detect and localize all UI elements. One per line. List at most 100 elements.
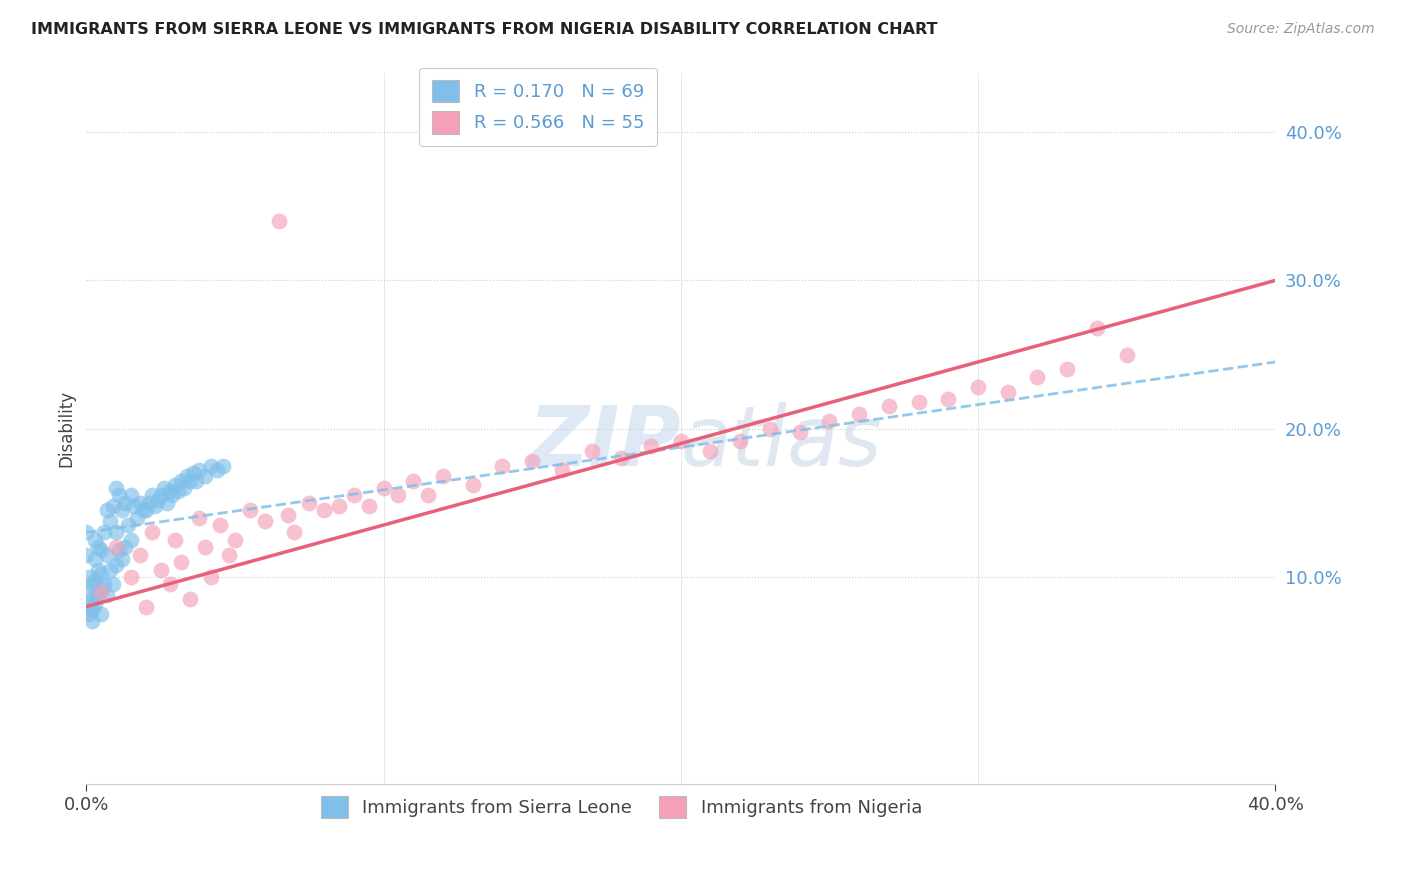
- Point: [170, 555, 193, 569]
- Point: [491, 458, 513, 473]
- Point: [84, 552, 107, 566]
- Point: [640, 440, 662, 454]
- Point: [165, 478, 187, 492]
- Point: [93, 577, 115, 591]
- Point: [387, 488, 409, 502]
- Point: [194, 541, 217, 555]
- Point: [936, 392, 959, 406]
- Point: [328, 499, 350, 513]
- Point: [373, 481, 395, 495]
- Point: [170, 474, 193, 488]
- Point: [520, 454, 543, 468]
- Point: [789, 425, 811, 439]
- Point: [125, 510, 148, 524]
- Point: [87, 541, 110, 555]
- Point: [1056, 362, 1078, 376]
- Point: [239, 503, 262, 517]
- Point: [120, 488, 142, 502]
- Point: [120, 570, 142, 584]
- Point: [162, 488, 184, 502]
- Point: [188, 463, 211, 477]
- Point: [105, 541, 128, 555]
- Text: ZIP: ZIP: [529, 402, 681, 483]
- Y-axis label: Disability: Disability: [58, 390, 75, 467]
- Point: [141, 525, 163, 540]
- Point: [105, 525, 128, 540]
- Point: [253, 514, 276, 528]
- Point: [117, 518, 139, 533]
- Point: [96, 548, 118, 562]
- Point: [105, 558, 128, 572]
- Point: [179, 592, 201, 607]
- Point: [90, 607, 112, 621]
- Point: [848, 407, 870, 421]
- Point: [77, 570, 100, 584]
- Point: [96, 588, 118, 602]
- Point: [114, 496, 136, 510]
- Point: [77, 607, 100, 621]
- Point: [176, 469, 198, 483]
- Point: [283, 525, 305, 540]
- Point: [159, 577, 181, 591]
- Point: [581, 444, 603, 458]
- Point: [212, 458, 235, 473]
- Text: IMMIGRANTS FROM SIERRA LEONE VS IMMIGRANTS FROM NIGERIA DISABILITY CORRELATION C: IMMIGRANTS FROM SIERRA LEONE VS IMMIGRAN…: [31, 22, 938, 37]
- Point: [416, 488, 439, 502]
- Point: [84, 573, 107, 587]
- Point: [128, 496, 150, 510]
- Point: [90, 566, 112, 581]
- Point: [181, 466, 204, 480]
- Point: [122, 499, 145, 513]
- Point: [93, 525, 115, 540]
- Point: [159, 483, 181, 498]
- Point: [143, 499, 166, 513]
- Point: [186, 474, 208, 488]
- Text: Source: ZipAtlas.com: Source: ZipAtlas.com: [1227, 22, 1375, 37]
- Point: [114, 541, 136, 555]
- Point: [90, 543, 112, 558]
- Point: [82, 615, 104, 629]
- Point: [149, 562, 172, 576]
- Point: [128, 548, 150, 562]
- Point: [967, 380, 990, 394]
- Point: [138, 496, 160, 510]
- Point: [98, 514, 121, 528]
- Point: [312, 503, 335, 517]
- Point: [173, 481, 195, 495]
- Point: [132, 503, 155, 517]
- Point: [1085, 321, 1108, 335]
- Point: [120, 533, 142, 547]
- Point: [146, 492, 169, 507]
- Point: [135, 599, 157, 614]
- Point: [108, 488, 131, 502]
- Point: [205, 463, 228, 477]
- Point: [84, 597, 107, 611]
- Point: [155, 496, 177, 510]
- Point: [84, 533, 107, 547]
- Point: [96, 503, 118, 517]
- Point: [82, 602, 104, 616]
- Point: [87, 562, 110, 576]
- Point: [82, 577, 104, 591]
- Point: [1026, 369, 1049, 384]
- Point: [610, 451, 633, 466]
- Point: [728, 434, 751, 448]
- Point: [269, 214, 291, 228]
- Point: [98, 562, 121, 576]
- Point: [224, 533, 246, 547]
- Point: [699, 444, 721, 458]
- Point: [75, 548, 97, 562]
- Point: [200, 458, 222, 473]
- Point: [402, 474, 425, 488]
- Point: [907, 395, 929, 409]
- Point: [90, 584, 112, 599]
- Point: [105, 481, 128, 495]
- Point: [357, 499, 380, 513]
- Point: [101, 499, 124, 513]
- Point: [343, 488, 366, 502]
- Point: [75, 525, 97, 540]
- Point: [87, 588, 110, 602]
- Point: [194, 469, 217, 483]
- Point: [152, 481, 174, 495]
- Point: [77, 584, 100, 599]
